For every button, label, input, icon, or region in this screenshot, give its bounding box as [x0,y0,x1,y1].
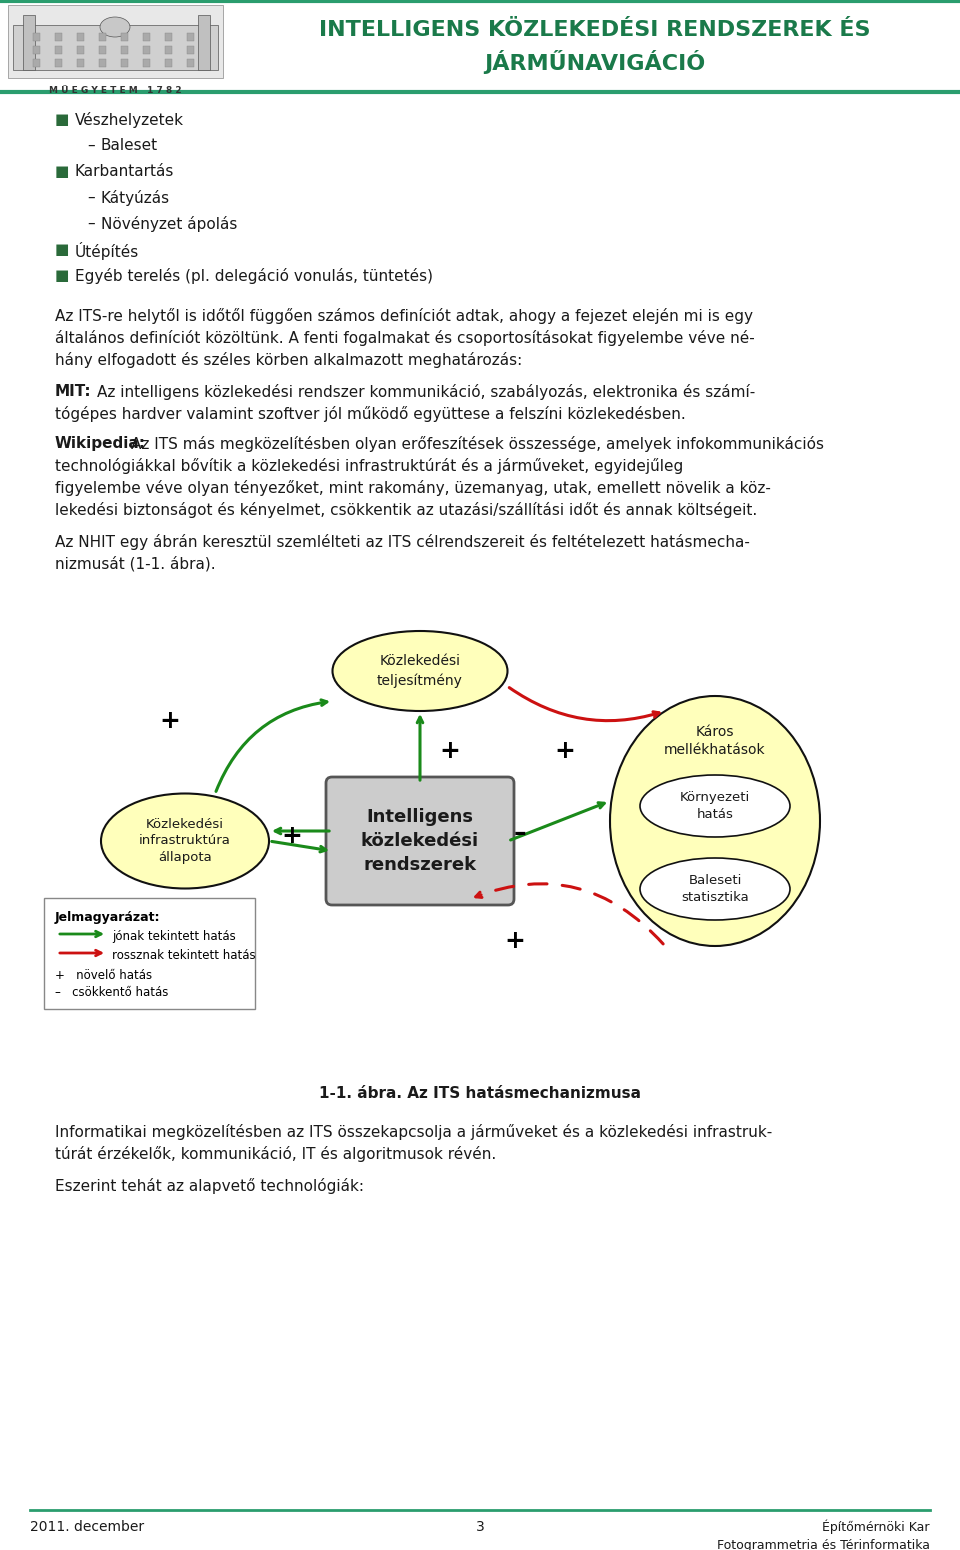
Bar [121,33,128,40]
Text: +   növelő hatás: + növelő hatás [55,969,152,983]
Text: Karbantartás: Karbantartás [75,164,175,178]
Bar [99,46,106,54]
Bar [99,59,106,67]
Bar [187,59,194,67]
Bar [165,33,172,40]
Text: Építőmérnöki Kar
Fotogrammetria és Térinformatika
Tanszék: Építőmérnöki Kar Fotogrammetria és Térin… [717,1521,930,1550]
Bar [0,0,960,91]
Ellipse shape [101,794,269,888]
Text: Eszerint tehát az alapvető technológiák:: Eszerint tehát az alapvető technológiák: [55,1178,364,1194]
Bar [121,46,128,54]
Text: általános definíciót közöltünk. A fenti fogalmakat és csoportosításokat figyelem: általános definíciót közöltünk. A fenti … [55,330,755,346]
Text: jónak tekintett hatás: jónak tekintett hatás [112,930,236,942]
Ellipse shape [610,696,820,946]
Bar [143,59,150,67]
Text: ■: ■ [55,112,69,127]
Bar [33,33,40,40]
Text: Az intelligens közlekedési rendszer kommunikáció, szabályozás, elektronika és sz: Az intelligens közlekedési rendszer komm… [97,384,756,400]
Text: figyelembe véve olyan tényezőket, mint rakomány, üzemanyag, utak, emellett növel: figyelembe véve olyan tényezőket, mint r… [55,480,771,496]
Bar [99,33,106,40]
Text: M Ű E G Y E T E M   1 7 8 2: M Ű E G Y E T E M 1 7 8 2 [49,85,181,95]
Text: Egyéb terelés (pl. delegáció vonulás, tüntetés): Egyéb terelés (pl. delegáció vonulás, tü… [75,268,433,284]
FancyBboxPatch shape [44,897,255,1009]
Bar [187,46,194,54]
Text: JÁRMŰNAVIGÁCIÓ: JÁRMŰNAVIGÁCIÓ [485,50,706,74]
Text: 1-1. ábra. Az ITS hatásmechanizmusa: 1-1. ábra. Az ITS hatásmechanizmusa [319,1087,641,1100]
Bar [121,59,128,67]
FancyBboxPatch shape [326,777,514,905]
Text: Kátyúzás: Kátyúzás [101,191,170,206]
Text: Az ITS más megközelítésben olyan erőfeszítések összessége, amelyek infokommuniká: Az ITS más megközelítésben olyan erőfesz… [131,436,824,453]
Text: –: – [514,822,526,845]
Bar [165,46,172,54]
Text: Közlekedési
teljesítmény: Közlekedési teljesítmény [377,654,463,688]
Text: –   csökkentő hatás: – csökkentő hatás [55,986,168,1000]
Text: 3: 3 [475,1521,485,1534]
Text: ■: ■ [55,164,69,178]
Text: Informatikai megközelítésben az ITS összekapcsolja a járműveket és a közlekedési: Informatikai megközelítésben az ITS össz… [55,1124,772,1139]
Text: hány elfogadott és széles körben alkalmazott meghatározás:: hány elfogadott és széles körben alkalma… [55,352,522,367]
Text: ■: ■ [55,268,69,284]
Bar [165,59,172,67]
Text: túrát érzékelők, kommunikáció, IT és algoritmusok révén.: túrát érzékelők, kommunikáció, IT és alg… [55,1145,496,1162]
Text: tógépes hardver valamint szoftver jól működő együttese a felszíni közlekedésben.: tógépes hardver valamint szoftver jól mű… [55,406,685,422]
Ellipse shape [332,631,508,711]
Bar [55,46,62,54]
Text: Wikipedia:: Wikipedia: [55,436,146,451]
Text: +: + [440,739,461,763]
Bar [33,46,40,54]
Text: INTELLIGENS KÖZLEKEDÉSI RENDSZEREK ÉS: INTELLIGENS KÖZLEKEDÉSI RENDSZEREK ÉS [320,20,871,40]
Text: Jelmagyarázat:: Jelmagyarázat: [55,911,160,924]
Text: Útépítés: Útépítés [75,242,139,260]
Text: ■: ■ [55,242,69,257]
Bar [8,5,223,78]
Bar [33,59,40,67]
Bar [187,33,194,40]
Text: nizmusát (1-1. ábra).: nizmusát (1-1. ábra). [55,556,216,572]
Text: –: – [87,215,95,231]
Bar [143,46,150,54]
Text: Az ITS-re helytől is időtől függően számos definíciót adtak, ahogy a fejezet ele: Az ITS-re helytől is időtől függően szám… [55,308,753,324]
Text: Az NHIT egy ábrán keresztül szemlélteti az ITS célrendszereit és feltételezett h: Az NHIT egy ábrán keresztül szemlélteti … [55,535,750,550]
Text: Intelligens
közlekedési
rendszerek: Intelligens közlekedési rendszerek [361,809,479,874]
Text: –: – [87,138,95,153]
Text: +: + [281,825,302,848]
Bar [143,33,150,40]
Text: rossznak tekintett hatás: rossznak tekintett hatás [112,949,255,963]
Text: Környezeti
hatás: Környezeti hatás [680,790,750,822]
Text: 2011. december: 2011. december [30,1521,144,1534]
Text: +: + [555,739,575,763]
Ellipse shape [100,17,130,37]
Text: MIT:: MIT: [55,384,91,398]
Text: Káros
mellékhatások: Káros mellékhatások [664,725,766,756]
Bar [23,16,35,70]
Text: –: – [87,191,95,205]
Text: lekedési biztonságot és kényelmet, csökkentik az utazási/szállítási időt és anna: lekedési biztonságot és kényelmet, csökk… [55,502,757,518]
Bar [55,33,62,40]
Text: Vészhelyzetek: Vészhelyzetek [75,112,184,129]
Text: Növényzet ápolás: Növényzet ápolás [101,215,237,232]
Text: Közlekedési
infrastruktúra
állapota: Közlekedési infrastruktúra állapota [139,818,231,863]
Bar [198,16,210,70]
Text: +: + [505,928,525,953]
Bar [77,33,84,40]
Text: technológiákkal bővítik a közlekedési infrastruktúrát és a járműveket, egyidejűl: technológiákkal bővítik a közlekedési in… [55,457,684,474]
Bar [55,59,62,67]
Ellipse shape [640,859,790,921]
Bar [13,25,218,70]
Text: +: + [159,708,180,733]
Bar [77,46,84,54]
Text: Baleseti
statisztika: Baleseti statisztika [682,874,749,904]
Ellipse shape [640,775,790,837]
Text: Baleset: Baleset [101,138,158,153]
Bar [77,59,84,67]
